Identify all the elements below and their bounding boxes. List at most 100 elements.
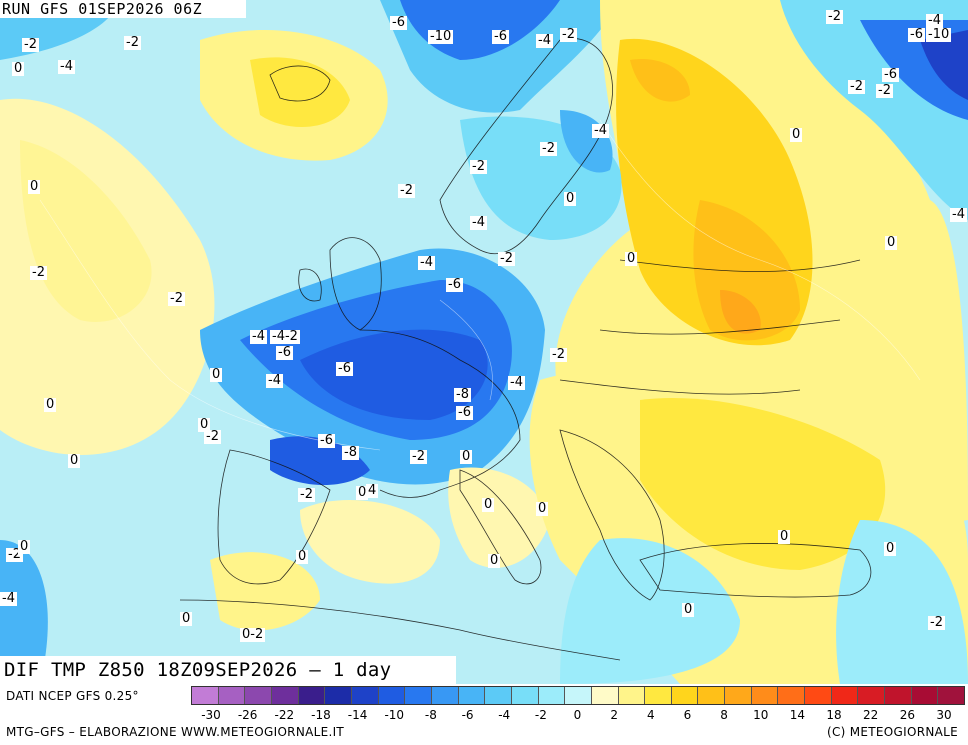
legend-tick-label: -18 (311, 708, 331, 722)
isoline-label: -4 (950, 207, 967, 222)
isoline-label: 0 (44, 397, 57, 412)
isoline-label: 0 (682, 602, 695, 617)
isoline-label: -2 (928, 615, 945, 630)
isoline-label: 0 (28, 179, 41, 194)
legend-swatch (298, 687, 326, 704)
legend-swatch (751, 687, 779, 704)
isoline-label: -2 (124, 35, 141, 50)
isoline-label: 0 (180, 611, 193, 626)
isoline-label: -2 (470, 159, 487, 174)
isoline-label: -2 (30, 265, 47, 280)
isoline-label: -6 (908, 27, 925, 42)
legend-swatch (938, 687, 965, 704)
isoline-label: -8 (342, 445, 359, 460)
legend-tick-label: -6 (461, 708, 474, 722)
isoline-label: -6 (318, 433, 335, 448)
isoline-label: -2 (168, 291, 185, 306)
legend-swatch (431, 687, 459, 704)
legend-swatch (778, 687, 806, 704)
isoline-label: 4 (366, 483, 379, 498)
legend-tick-label: 18 (826, 708, 842, 722)
legend-swatch (671, 687, 699, 704)
panel-title: DIF TMP Z850 18Z09SEP2026 – 1 day (0, 656, 456, 684)
isoline-label: -4 (418, 255, 435, 270)
legend-tick-label: 8 (720, 708, 728, 722)
legend-tick-label: 10 (753, 708, 769, 722)
legend-swatch (538, 687, 566, 704)
legend-swatch (618, 687, 646, 704)
credit-right: (C) METEOGIORNALE (826, 725, 958, 739)
isoline-label: -4 (508, 375, 525, 390)
run-title: RUN GFS 01SEP2026 06Z (0, 0, 247, 18)
legend-swatch (458, 687, 486, 704)
isoline-label: -6 (390, 15, 407, 30)
legend-swatch (245, 687, 272, 704)
isoline-label: 0 (884, 541, 897, 556)
legend-tick-label: 30 (936, 708, 952, 722)
isoline-label: 0 (18, 539, 31, 554)
isoline-label: 0 (460, 449, 473, 464)
legend-tick-label: 4 (646, 708, 655, 722)
legend-tick-label: -22 (274, 708, 295, 722)
isoline-label: 0 (564, 191, 577, 206)
isoline-label: -4 (250, 329, 267, 344)
isoline-label: 0 (488, 553, 501, 568)
isoline-label: 0 (778, 529, 791, 544)
isoline-label: -4 (266, 373, 283, 388)
isoline-label: 0 (482, 497, 495, 512)
isoline-label: -10 (926, 27, 952, 42)
isoline-label: -2 (398, 183, 415, 198)
legend-swatch (725, 687, 752, 704)
legend-swatch (831, 687, 859, 704)
legend-tick-label: -2 (534, 708, 547, 722)
isoline-label: -6 (492, 29, 509, 44)
isoline-label: 0 (536, 501, 549, 516)
isoline-label: -2 (410, 449, 427, 464)
legend-tick-label: -14 (347, 708, 368, 722)
legend-swatch (511, 687, 539, 704)
footer: DATI NCEP GFS 0.25° -30 -26 -22 -18 -14 -10 -8… (0, 684, 968, 745)
legend-swatch (885, 687, 912, 704)
legend-swatch (645, 687, 672, 704)
isoline-label: -4 (58, 59, 75, 74)
legend-swatch (351, 687, 379, 704)
isoline-label: 0 (12, 61, 25, 76)
legend-swatch (325, 687, 352, 704)
isoline-label: -2 (876, 83, 893, 98)
isoline-label: 0 (296, 549, 309, 564)
isoline-label: 0-2 (240, 627, 266, 642)
isoline-label: -2 (22, 37, 39, 52)
legend-swatch (591, 687, 619, 704)
legend-swatch (698, 687, 726, 704)
legend-tick-label: 0 (573, 708, 582, 722)
legend-swatch (271, 687, 299, 704)
isoline-label: -6 (882, 67, 899, 82)
legend-tick-label: -4 (498, 708, 511, 722)
isoline-label: -2 (204, 429, 221, 444)
legend-swatch (485, 687, 512, 704)
isoline-label: -4 (592, 123, 609, 138)
isoline-label: 0 (356, 485, 369, 500)
legend-swatch (911, 687, 939, 704)
legend-tick-label: 6 (683, 708, 692, 722)
legend-swatch (218, 687, 246, 704)
isoline-label: 0 (625, 251, 638, 266)
isoline-label: -6 (276, 345, 293, 360)
isoline-label: -4 (926, 13, 943, 28)
legend-tick-label: -8 (424, 708, 437, 722)
legend-swatch (405, 687, 432, 704)
isoline-label: -2 (550, 347, 567, 362)
legend-swatch (378, 687, 406, 704)
isoline-label: -6 (456, 405, 473, 420)
legend-swatch (192, 687, 219, 704)
legend-tick-label: 14 (789, 708, 806, 722)
legend-swatch (858, 687, 886, 704)
isoline-label: -2 (498, 251, 515, 266)
isoline-label: -2 (560, 27, 577, 42)
isoline-label: 0 (790, 127, 803, 142)
legend-swatch (805, 687, 832, 704)
isoline-label: -4 (536, 33, 553, 48)
isoline-label: -2 (848, 79, 865, 94)
isoline-label: -8 (454, 387, 471, 402)
temperature-anomaly-map: -6 -10 -6 -4 -2 -2 -2 -4 0 -2 -6 -10 -6 -4 -2 -4 0 -2 -2 -2… (0, 0, 968, 684)
